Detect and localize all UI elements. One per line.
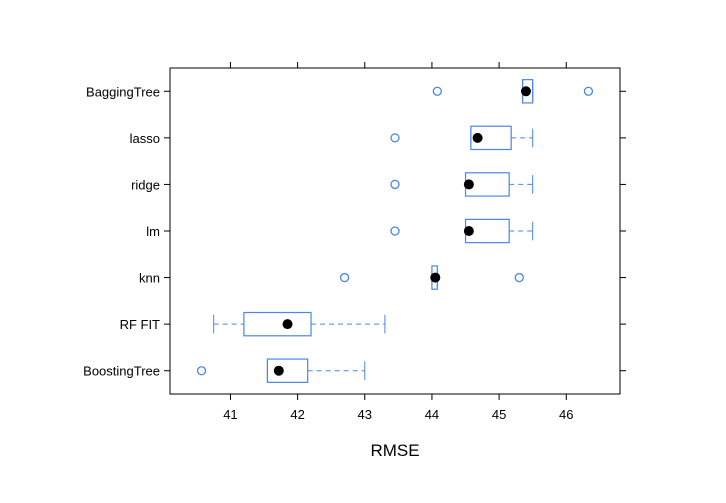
category-label: lm [146,224,160,239]
median-point [472,132,483,143]
category-label: knn [139,271,160,286]
box-group [390,172,534,197]
box-group [390,125,534,151]
plot-frame [169,67,621,395]
category-labels: BaggingTree lasso ridge lm knn RF FIT Boosting… [83,84,626,379]
median-point [463,226,474,236]
x-tick-label: 42 [290,407,304,422]
category-label: ridge [131,177,160,192]
x-axis-title: RMSE [370,441,419,460]
box-iqr [470,125,512,151]
outlier-point [196,366,207,376]
outlier-point [432,86,442,96]
axis-ticks: 41 42 43 44 45 46 [223,62,574,422]
box-group [196,358,366,383]
category-label: lasso [130,131,160,146]
box-iqr [266,358,309,383]
median-point [273,365,284,376]
box-group [390,218,534,244]
x-tick-label: 46 [559,407,573,422]
category-label: BoostingTree [83,364,160,379]
outlier-point [390,179,400,190]
outlier-point [390,226,400,236]
x-tick-label: 45 [492,407,506,422]
median-point [463,179,474,190]
x-tick-label: 41 [223,407,237,422]
category-label: RF FIT [120,317,160,332]
outlier-point [583,86,594,96]
box-iqr [243,311,312,337]
box-group [339,265,524,290]
outlier-point [390,133,400,143]
median-point [520,86,531,97]
median-point [282,319,293,330]
category-label: BaggingTree [86,84,160,99]
x-tick-label: 43 [358,407,372,422]
box-series [196,79,594,383]
box-group [213,311,386,337]
median-point [430,272,441,283]
x-tick-label: 44 [425,407,439,422]
outlier-point [339,272,350,283]
outlier-point [514,272,524,283]
box-group [432,79,594,104]
